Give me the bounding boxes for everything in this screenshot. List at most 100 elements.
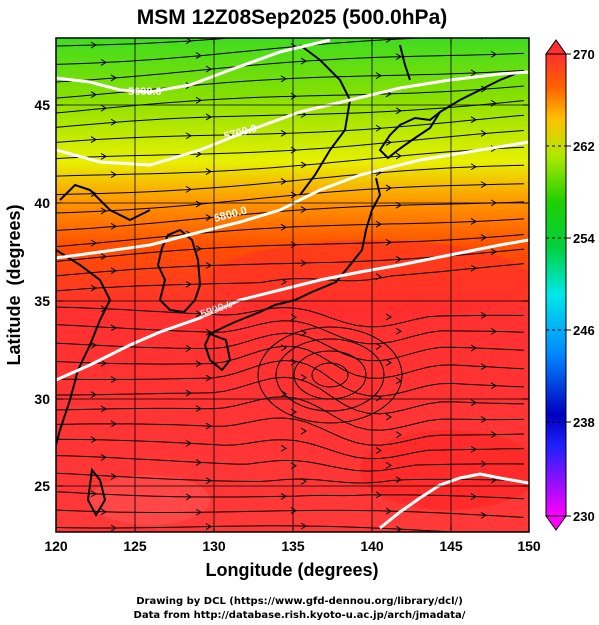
flow-arrow (90, 91, 97, 99)
streamline (56, 509, 525, 518)
flow-arrow (375, 220, 382, 228)
flow-arrow (185, 185, 192, 193)
flow-arrow (300, 259, 307, 267)
streamline (56, 396, 525, 431)
flow-arrow (195, 245, 202, 253)
flow-arrow (470, 344, 477, 352)
contour-5800 (56, 140, 529, 260)
colorbar-bottom-arrow (545, 515, 567, 531)
flow-arrow (205, 168, 212, 175)
flow-arrow (110, 324, 117, 332)
colorbar-label: 246 (573, 323, 595, 338)
streamline (56, 472, 525, 484)
flow-arrow (470, 264, 477, 272)
flow-arrow (280, 178, 287, 185)
flow-arrow (300, 206, 307, 213)
flow-arrow (110, 472, 117, 480)
flow-arrow (470, 69, 477, 77)
streamline (56, 438, 525, 460)
flow-arrow (205, 374, 212, 382)
flow-arrow (205, 113, 212, 121)
flow-arrow (385, 38, 392, 43)
colorbar-label: 270 (573, 47, 595, 62)
flow-arrow (205, 422, 212, 430)
coastline-taiwan (86, 467, 107, 518)
flow-arrow (480, 130, 487, 137)
streamline (56, 320, 525, 345)
flow-arrow (300, 57, 307, 65)
streamline (56, 234, 525, 262)
flow-arrow (195, 200, 202, 208)
streamline (56, 455, 525, 472)
colorbar-scale (545, 53, 567, 517)
colorbar-label: 254 (573, 231, 595, 246)
flow-arrow (375, 273, 382, 281)
flow-arrow (280, 75, 287, 83)
flow-arrow (195, 52, 202, 59)
flow-arrow (480, 416, 487, 423)
flow-arrow (280, 492, 287, 500)
x-axis-title: Longitude (degrees) (205, 560, 378, 580)
x-tick-labels: 120 125 130 135 140 145 150 (44, 538, 541, 554)
contour-5900-south (379, 472, 529, 530)
flow-arrow (395, 255, 402, 263)
x-tick-label: 135 (281, 538, 305, 554)
flow-arrow (185, 38, 192, 45)
flow-arrow (470, 163, 477, 171)
flow-arrow (280, 223, 287, 231)
flow-arrow (300, 374, 307, 381)
streamline (56, 52, 525, 83)
colorbar: 270 262 254 246 238 230 (545, 39, 595, 531)
flow-arrow (375, 447, 382, 454)
x-tick-label: 130 (202, 538, 226, 554)
flow-arrow (490, 382, 497, 390)
axis-ticks (55, 38, 530, 532)
flow-arrow (480, 85, 487, 93)
flow-arrow (90, 136, 97, 144)
streamline-swirl (311, 362, 349, 388)
x-tick-label: 145 (439, 538, 463, 554)
flow-arrow (385, 507, 392, 515)
flow-arrow (470, 445, 477, 453)
streamline (56, 38, 237, 47)
flow-arrow (300, 161, 307, 169)
flow-arrow (480, 234, 487, 241)
flow-arrow (490, 431, 497, 438)
flow-arrow (205, 477, 212, 485)
flow-arrow (100, 359, 107, 367)
flow-arrow (375, 124, 382, 132)
flow-arrow (100, 508, 107, 516)
flow-arrow (385, 184, 392, 192)
chart-title: MSM 12Z08Sep2025 (500.0hPa) (137, 6, 448, 29)
flow-arrow (470, 218, 477, 225)
flow-arrow (110, 74, 117, 82)
flow-arrow (195, 508, 202, 516)
flow-arrow (100, 207, 107, 215)
flow-arrow (90, 341, 97, 349)
flow-arrow (195, 360, 202, 368)
streamline (56, 38, 436, 65)
flow-arrow (205, 214, 212, 221)
coastline-japan-kyushu (203, 332, 232, 372)
flow-arrow (205, 262, 212, 269)
flow-arrow (185, 389, 192, 397)
y-tick-label: 35 (34, 293, 50, 309)
coastline-sakhalin-russia (299, 44, 411, 196)
flow-arrow (480, 363, 487, 371)
flow-arrow (110, 267, 117, 275)
coastline-korea (156, 228, 202, 314)
contour-5600 (56, 38, 331, 94)
colorbar-top-arrow (545, 39, 567, 55)
coastline-china (56, 183, 151, 446)
flow-arrow (385, 138, 392, 146)
coastline-japan-honshu (209, 177, 382, 335)
flow-arrow (90, 391, 97, 399)
flow-arrow (205, 65, 212, 73)
warm-patch (360, 430, 529, 510)
streamline (56, 218, 525, 248)
flow-arrow (395, 327, 402, 335)
height-contours (56, 38, 529, 530)
flow-arrow (195, 96, 202, 104)
contour-5900 (56, 238, 529, 382)
flow-arrow (185, 439, 192, 447)
